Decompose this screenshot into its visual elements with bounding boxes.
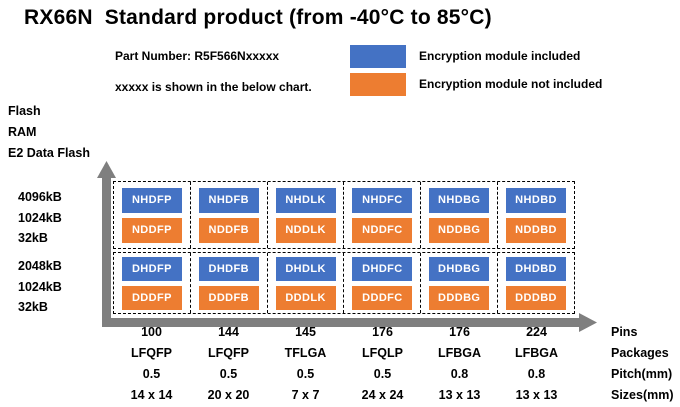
y-axis-caption-e2: E2 Data Flash bbox=[8, 146, 90, 160]
part-code-plain: DDDLK bbox=[275, 285, 336, 310]
part-code-encrypted: NHDFP bbox=[121, 187, 182, 213]
part-code-plain: DDDFP bbox=[121, 285, 182, 310]
part-code-plain: DDDFC bbox=[352, 285, 413, 310]
pins-value: 176 bbox=[372, 325, 393, 339]
pins-value: 144 bbox=[218, 325, 239, 339]
sizes-row: 14 x 14 20 x 20 7 x 7 24 x 24 13 x 13 13… bbox=[113, 385, 575, 406]
memory-label: 1024kB bbox=[18, 210, 62, 225]
matrix-cell: DHDLK DDDLK bbox=[268, 253, 345, 313]
packages-row: LFQFP LFQFP TFLGA LFQLP LFBGA LFBGA bbox=[113, 343, 575, 364]
part-code-encrypted: NHDFB bbox=[198, 187, 259, 213]
legend-swatch-not-included bbox=[350, 73, 406, 96]
size-value: 7 x 7 bbox=[291, 388, 320, 402]
part-code-encrypted: NHDLK bbox=[275, 187, 336, 213]
matrix-cell: DHDFP DDDFP bbox=[114, 253, 191, 313]
page-title: RX66N Standard product (from -40°C to 85… bbox=[24, 6, 492, 29]
pitch-value: 0.8 bbox=[527, 367, 546, 381]
y-axis-caption-flash: Flash bbox=[8, 104, 41, 118]
memory-labels-group-2: 2048kB 1024kB 32kB bbox=[18, 256, 62, 318]
matrix-row-4096kb: NHDFP NDDFP NHDFB NDDFB NHDLK NDDLK NHDF… bbox=[113, 181, 575, 249]
part-code-encrypted: DHDBD bbox=[506, 256, 567, 281]
memory-label: 32kB bbox=[18, 300, 48, 314]
pitch-value: 0.5 bbox=[219, 367, 238, 381]
matrix-cell: DHDBG DDDBG bbox=[421, 253, 499, 313]
part-code-encrypted: DHDFB bbox=[198, 256, 259, 281]
matrix-cell: DHDFC DDDFC bbox=[344, 253, 422, 313]
legend-item-included: Encryption module included bbox=[350, 45, 602, 68]
memory-labels-group-1: 4096kB 1024kB 32kB bbox=[18, 187, 62, 249]
size-value: 20 x 20 bbox=[207, 388, 250, 402]
part-number-matrix: NHDFP NDDFP NHDFB NDDFB NHDLK NDDLK NHDF… bbox=[113, 181, 575, 314]
package-spec-table: 100 144 145 176 176 224 LFQFP LFQFP TFLG… bbox=[113, 322, 575, 406]
part-code-plain: NDDFB bbox=[198, 217, 259, 243]
part-code-encrypted: DHDLK bbox=[275, 256, 336, 281]
matrix-cell: DHDFB DDDFB bbox=[191, 253, 268, 313]
part-number-note: xxxxx is shown in the below chart. bbox=[115, 80, 312, 94]
memory-label: 4096kB bbox=[18, 190, 62, 204]
part-code-encrypted: NHDBD bbox=[506, 187, 567, 213]
part-code-plain: NDDBG bbox=[429, 217, 490, 243]
pins-value: 100 bbox=[141, 325, 162, 339]
part-code-plain: NDDFC bbox=[352, 217, 413, 243]
matrix-cell: NHDFB NDDFB bbox=[191, 182, 268, 248]
part-code-plain: DDDBG bbox=[429, 285, 490, 310]
part-code-encrypted: DHDBG bbox=[429, 256, 490, 281]
package-value: LFQLP bbox=[362, 346, 403, 360]
pitch-caption: Pitch(mm) bbox=[611, 367, 673, 381]
part-code-plain: DDDFB bbox=[198, 285, 259, 310]
memory-label: 2048kB bbox=[18, 259, 62, 273]
packages-caption: Packages bbox=[611, 346, 669, 360]
part-code-encrypted: DHDFC bbox=[352, 256, 413, 281]
spec-row-captions: Pins Packages Pitch(mm) Sizes(mm) bbox=[611, 322, 674, 406]
part-code-plain: NDDBD bbox=[506, 217, 567, 243]
matrix-cell: NHDFC NDDFC bbox=[344, 182, 422, 248]
package-value: LFQFP bbox=[208, 346, 249, 360]
memory-label: 32kB bbox=[18, 231, 48, 245]
pins-value: 224 bbox=[526, 325, 547, 339]
part-code-plain: DDDBD bbox=[506, 285, 567, 310]
part-code-encrypted: NHDFC bbox=[352, 187, 413, 213]
package-value: LFBGA bbox=[514, 346, 559, 360]
pitch-value: 0.5 bbox=[142, 367, 161, 381]
sizes-caption: Sizes(mm) bbox=[611, 388, 674, 402]
part-number-text: Part Number: R5F566Nxxxxx bbox=[115, 49, 280, 63]
legend-label-not-included: Encryption module not included bbox=[419, 77, 603, 91]
matrix-row-2048kb: DHDFP DDDFP DHDFB DDDFB DHDLK DDDLK DHDF… bbox=[113, 252, 575, 314]
pitch-value: 0.5 bbox=[296, 367, 315, 381]
pitch-row: 0.5 0.5 0.5 0.5 0.8 0.8 bbox=[113, 364, 575, 385]
legend-item-not-included: Encryption module not included bbox=[350, 73, 602, 96]
size-value: 14 x 14 bbox=[130, 388, 173, 402]
package-value: LFQFP bbox=[131, 346, 172, 360]
size-value: 13 x 13 bbox=[515, 388, 558, 402]
part-code-encrypted: DHDFP bbox=[121, 256, 182, 281]
part-code-encrypted: NHDBG bbox=[429, 187, 490, 213]
pitch-value: 0.8 bbox=[450, 367, 469, 381]
memory-label: 1024kB bbox=[18, 279, 62, 294]
pins-caption: Pins bbox=[611, 325, 638, 339]
pitch-value: 0.5 bbox=[373, 367, 392, 381]
matrix-cell: NHDFP NDDFP bbox=[114, 182, 191, 248]
package-value: TFLGA bbox=[284, 346, 327, 360]
matrix-cell: NHDBG NDDBG bbox=[421, 182, 499, 248]
legend-label-included: Encryption module included bbox=[419, 49, 581, 63]
part-code-plain: NDDFP bbox=[121, 217, 182, 243]
y-axis-caption-ram: RAM bbox=[8, 125, 37, 139]
legend: Encryption module included Encryption mo… bbox=[350, 45, 602, 96]
part-code-plain: NDDLK bbox=[275, 217, 336, 243]
legend-swatch-included bbox=[350, 45, 406, 68]
matrix-cell: DHDBD DDDBD bbox=[498, 253, 574, 313]
size-value: 24 x 24 bbox=[361, 388, 404, 402]
matrix-cell: NHDLK NDDLK bbox=[268, 182, 345, 248]
package-value: LFBGA bbox=[437, 346, 482, 360]
pins-value: 145 bbox=[295, 325, 316, 339]
y-axis-captions: Flash RAM E2 Data Flash bbox=[8, 101, 90, 164]
matrix-cell: NHDBD NDDBD bbox=[498, 182, 574, 248]
size-value: 13 x 13 bbox=[438, 388, 481, 402]
pins-row: 100 144 145 176 176 224 bbox=[113, 322, 575, 343]
pins-value: 176 bbox=[449, 325, 470, 339]
